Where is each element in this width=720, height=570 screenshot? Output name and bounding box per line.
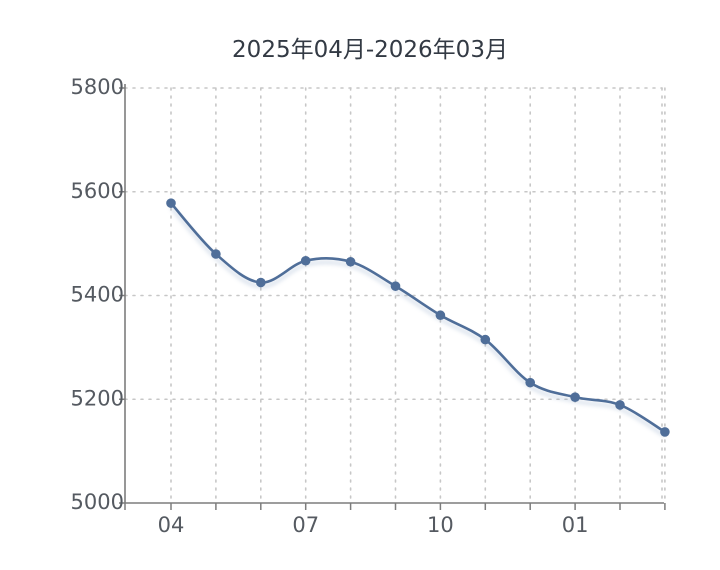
data-point-06	[255, 277, 266, 288]
data-point-03	[660, 427, 670, 437]
data-point-09	[390, 281, 401, 291]
chart-title: 2025年04月-2026年03月	[232, 37, 508, 63]
data-point-04	[166, 198, 176, 208]
y-tick-label: 5800	[71, 75, 124, 99]
grid-layer	[124, 87, 666, 504]
y-tick-label: 5600	[71, 179, 124, 203]
label-layer: 5000 5200 5400 5600 5800 04 07 10 01	[71, 75, 589, 537]
x-tick-label: 01	[562, 513, 589, 537]
axis-layer	[119, 84, 666, 510]
y-tick-label: 5200	[71, 386, 124, 410]
data-point-12	[525, 377, 535, 388]
data-point-01	[570, 392, 580, 402]
data-point-07	[300, 255, 311, 266]
series-line	[170, 202, 666, 434]
series-layer	[166, 198, 670, 437]
data-point-10	[435, 310, 446, 321]
data-point-02	[615, 400, 625, 410]
y-tick-label: 5400	[71, 283, 124, 307]
x-tick-label: 10	[427, 513, 454, 537]
y-tick-label: 5000	[71, 490, 124, 514]
x-tick-label: 04	[158, 513, 185, 537]
data-point-11	[480, 334, 491, 345]
data-point-08	[345, 256, 356, 267]
data-point-05	[211, 249, 221, 259]
x-tick-label: 07	[292, 513, 319, 537]
